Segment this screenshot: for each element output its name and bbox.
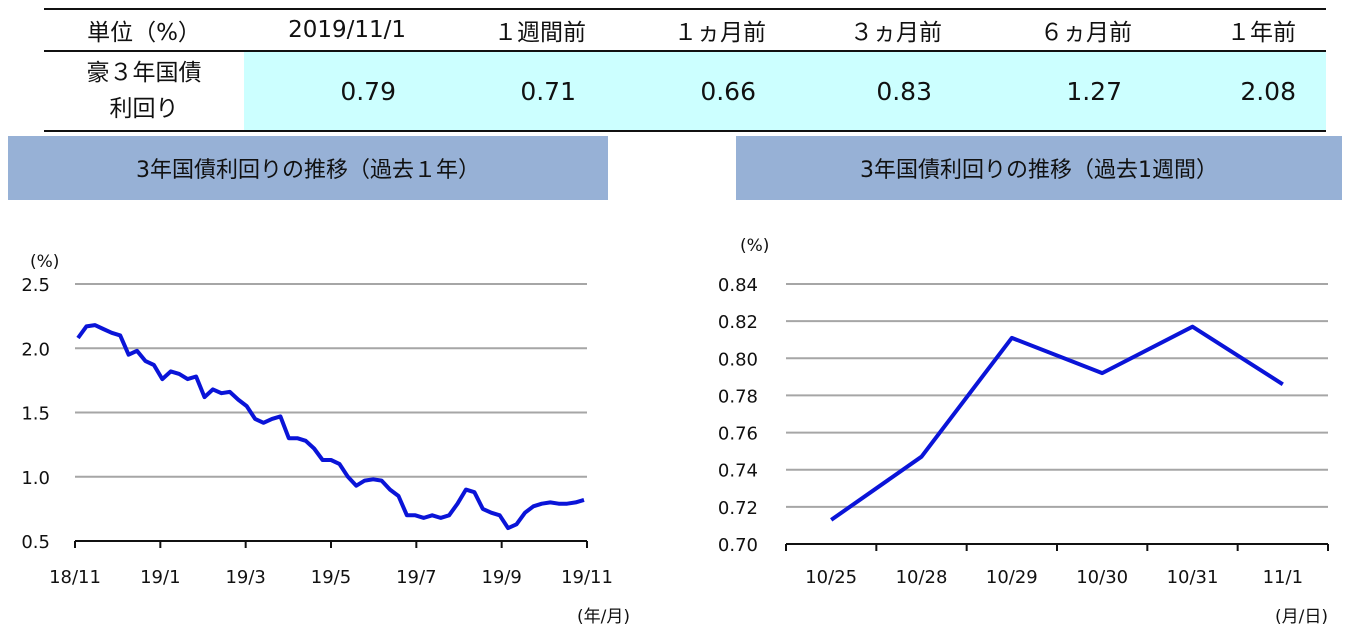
y-tick-label: 1.5: [21, 404, 50, 425]
y-tick-label: 0.72: [718, 498, 758, 519]
y-tick-label: 0.5: [21, 532, 50, 553]
x-tick-label: 19/3: [225, 567, 265, 588]
x-tick-label: 19/7: [396, 567, 436, 588]
x-tick-label: 19/1: [140, 567, 180, 588]
y-axis-unit: (%): [740, 236, 769, 256]
x-tick-label: 19/11: [561, 567, 613, 588]
row-label-line-1: 豪３年国債: [86, 60, 202, 86]
header-1week: １週間前: [424, 8, 604, 52]
x-tick-label: 19/9: [481, 567, 521, 588]
x-tick-label: 10/29: [986, 567, 1038, 588]
value-3month: 0.83: [784, 51, 960, 132]
y-tick-label: 2.5: [21, 275, 50, 296]
row-label: 豪３年国債 利回り: [44, 51, 244, 132]
y-tick-label: 0.84: [718, 275, 758, 296]
y-tick-label: 2.0: [21, 339, 50, 360]
yearly-yield-chart: 2.5 2.0 1.5 1.0 0.5 18/11 19/1 19/3 19/5 19/7 19/9…: [21, 252, 630, 627]
y-tick-label: 0.80: [718, 349, 758, 370]
x-tick-label: 10/31: [1167, 567, 1219, 588]
header-1month: １ヵ月前: [604, 8, 784, 52]
value-1month: 0.66: [604, 51, 784, 132]
x-tick-label: 10/25: [805, 567, 857, 588]
value-current: 0.79: [244, 51, 424, 132]
header-3month: ３ヵ月前: [784, 8, 960, 52]
y-tick-label: 1.0: [21, 468, 50, 489]
y-tick-label: 0.78: [718, 386, 758, 407]
value-1year: 2.08: [1150, 51, 1326, 132]
x-axis-unit: (月/日): [1275, 607, 1328, 627]
header-unit: 単位（%）: [44, 8, 244, 52]
yield-line-1y: [76, 323, 585, 531]
x-tick-label: 11/1: [1263, 567, 1303, 588]
y-tick-label: 0.74: [718, 461, 758, 482]
header-6month: ６ヵ月前: [960, 8, 1150, 52]
y-axis-unit: (%): [30, 252, 59, 272]
table-value-row: 豪３年国債 利回り 0.79 0.71 0.66 0.83 1.27 2.08: [44, 51, 1326, 132]
x-tick-label: 19/5: [311, 567, 351, 588]
left-chart-title: 3年国債利回りの推移（過去１年）: [8, 136, 608, 200]
y-tick-label: 0.70: [718, 535, 758, 556]
row-label-line-2: 利回り: [109, 96, 179, 122]
value-6month: 1.27: [960, 51, 1150, 132]
header-1year: １年前: [1150, 8, 1326, 52]
header-date: 2019/11/1: [244, 8, 424, 52]
x-tick-label: 18/11: [49, 567, 101, 588]
yield-summary-table: 単位（%） 2019/11/1 １週間前 １ヵ月前 ３ヵ月前 ６ヵ月前 １年前 …: [44, 8, 1326, 132]
y-tick-label: 0.76: [718, 424, 758, 445]
weekly-yield-chart: 0.84 0.82 0.80 0.78 0.76 0.74 0.72 0.70 10/25 10/…: [718, 236, 1329, 627]
x-axis-unit: (年/月): [577, 607, 630, 627]
right-chart-title: 3年国債利回りの推移（過去1週間）: [736, 136, 1342, 200]
table-header-row: 単位（%） 2019/11/1 １週間前 １ヵ月前 ３ヵ月前 ６ヵ月前 １年前: [44, 8, 1326, 52]
x-tick-label: 10/30: [1076, 567, 1128, 588]
x-tick-label: 10/28: [896, 567, 948, 588]
y-tick-label: 0.82: [718, 312, 758, 333]
yield-line-1w: [830, 324, 1284, 522]
value-1week: 0.71: [424, 51, 604, 132]
